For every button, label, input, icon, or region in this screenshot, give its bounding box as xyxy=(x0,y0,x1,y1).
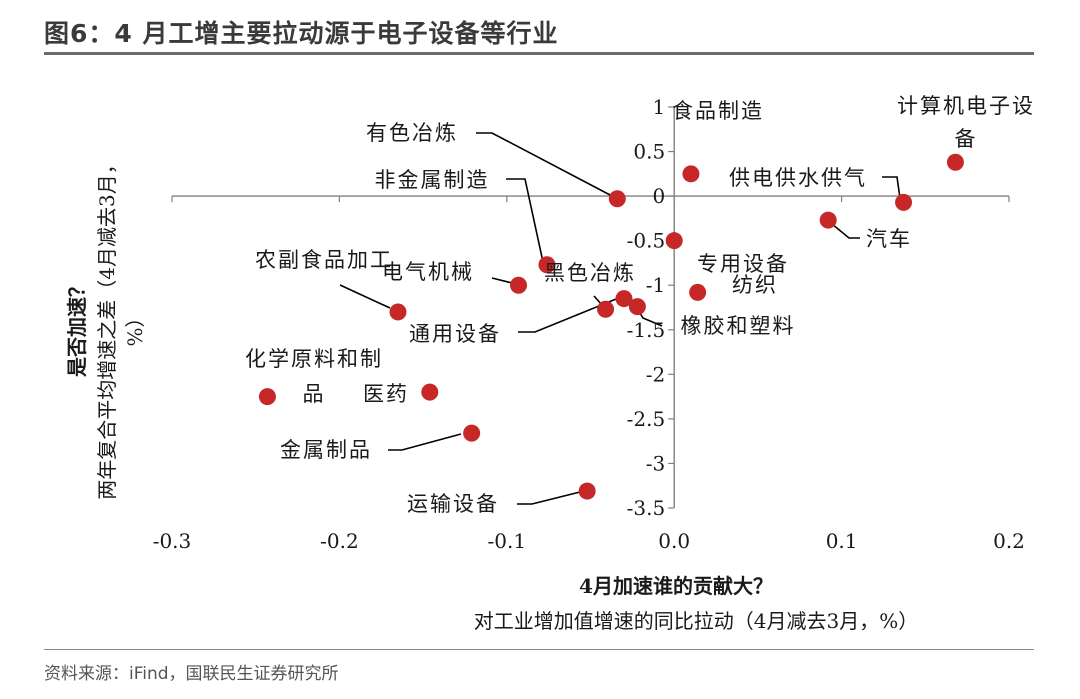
y-axis-title: 是否加速？ xyxy=(65,277,89,378)
data-point xyxy=(389,303,407,321)
y-tick-label: -2 xyxy=(646,362,665,386)
figure-title: 图6：4 月工增主要拉动源于电子设备等行业 xyxy=(44,19,559,48)
leader-line xyxy=(831,223,860,239)
tick-labels: -0.3 -0.2 -0.1 0.0 0.1 0.2 1 0.5 0 -0.5 -1 -1.5 -2 -2… xyxy=(153,95,1025,553)
data-point xyxy=(421,383,439,401)
y-axis-subtitle-line: 两年复合平均增速之差（4月减去3月， xyxy=(95,154,119,499)
point-label: 电气机械 xyxy=(382,260,474,284)
x-tick-label: -0.3 xyxy=(153,529,192,553)
data-point xyxy=(689,283,707,301)
y-axis-subtitle-text: %） xyxy=(123,307,147,346)
point-label: 汽车 xyxy=(866,227,912,251)
data-point xyxy=(597,300,615,318)
y-tick-label: 0.5 xyxy=(633,140,665,164)
data-point xyxy=(615,290,633,308)
leader-line xyxy=(517,491,581,505)
y-tick-label: -3 xyxy=(646,451,665,475)
y-axis-subtitle-text: 两年复合平均增速之差（4月减去3月， xyxy=(95,154,119,499)
data-point xyxy=(946,153,964,171)
y-axis-subtitle: 两年复合平均增速之差（4月减去3月，%） xyxy=(95,154,147,499)
point-label: 化学原料和制 xyxy=(245,347,383,371)
x-tick-label: -0.2 xyxy=(320,529,359,553)
leader-line xyxy=(491,277,513,284)
data-point xyxy=(608,190,626,208)
leader-line xyxy=(882,176,901,199)
point-label: 运输设备 xyxy=(407,492,499,516)
x-tick-label: 0.2 xyxy=(993,529,1025,553)
point-label: 备 xyxy=(955,127,978,151)
point-label: 农副食品加工 xyxy=(255,248,393,272)
y-tick-label: -0.5 xyxy=(627,229,666,253)
point-label: 纺织 xyxy=(732,273,778,297)
point-label: 通用设备 xyxy=(409,322,501,346)
y-axis-subtitle-line: %） xyxy=(123,307,147,346)
y-tick-label: 0 xyxy=(652,184,665,208)
point-label: 有色冶炼 xyxy=(366,121,458,145)
data-point xyxy=(538,256,556,274)
point-label: 计算机电子设 xyxy=(897,94,1035,118)
data-point xyxy=(819,211,837,229)
point-label: 橡胶和塑料 xyxy=(681,314,796,338)
leader-line xyxy=(339,284,391,309)
axes xyxy=(171,106,1010,509)
x-tick-label: -0.1 xyxy=(488,529,527,553)
point-label: 供电供水供气 xyxy=(729,166,867,190)
point-label: 黑色冶炼 xyxy=(544,261,636,285)
point-label: 品 xyxy=(303,382,326,406)
x-tick-label: 0.0 xyxy=(658,529,690,553)
leader-line xyxy=(518,294,627,333)
footer-rule xyxy=(44,649,1034,650)
data-point xyxy=(682,165,700,183)
leader-line xyxy=(476,132,613,197)
y-tick-label: 1 xyxy=(652,95,665,119)
data-point xyxy=(258,388,276,406)
data-point xyxy=(665,232,683,250)
data-point xyxy=(463,424,481,442)
x-axis-title: 4月加速谁的贡献大？ xyxy=(579,574,773,598)
point-label: 非金属制造 xyxy=(375,168,490,192)
leader-line xyxy=(506,178,544,263)
data-point xyxy=(578,482,596,500)
point-label: 医药 xyxy=(363,382,409,406)
point-label: 食品制造 xyxy=(672,99,764,123)
y-tick-label: -1 xyxy=(646,273,665,297)
y-tick-label: -1.5 xyxy=(627,318,666,342)
leader-line xyxy=(388,433,462,451)
leader-lines xyxy=(339,132,901,505)
source-note: 资料来源：iFind，国联民生证券研究所 xyxy=(44,664,339,684)
data-point xyxy=(628,298,646,316)
title-underline xyxy=(44,52,1034,55)
y-tick-label: -3.5 xyxy=(627,496,666,520)
point-label: 专用设备 xyxy=(697,252,789,276)
data-point xyxy=(895,193,913,211)
point-label: 金属制品 xyxy=(280,438,372,462)
x-tick-label: 0.1 xyxy=(826,529,858,553)
data-point xyxy=(510,276,528,294)
data-points xyxy=(258,153,964,500)
x-axis-subtitle: 对工业增加值增速的同比拉动（4月减去3月，%） xyxy=(474,609,918,633)
y-tick-label: -2.5 xyxy=(627,407,666,431)
